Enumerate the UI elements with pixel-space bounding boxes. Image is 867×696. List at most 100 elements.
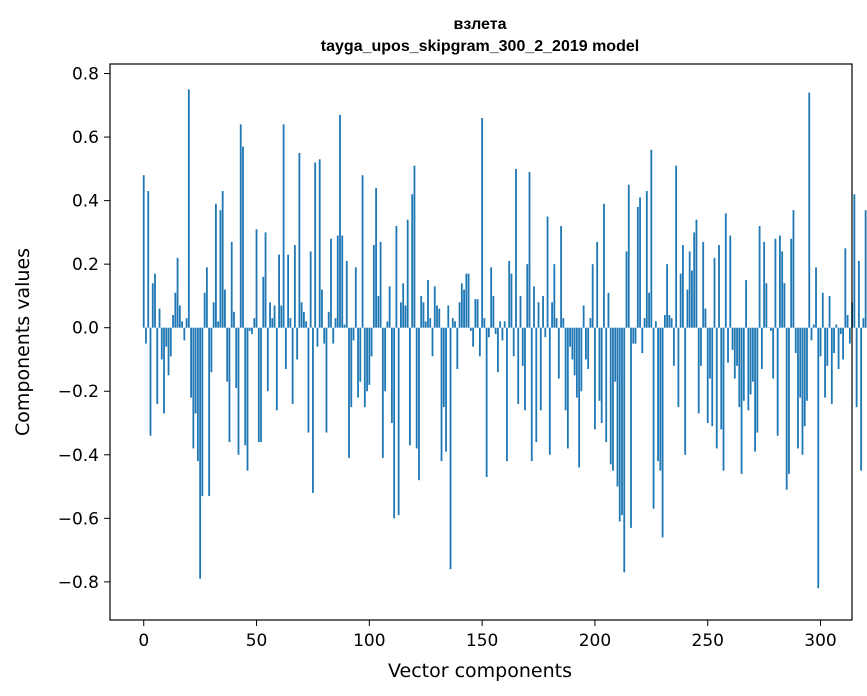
bar (334, 318, 337, 328)
bar (167, 327, 170, 376)
bar (672, 327, 675, 366)
y-tick-label: −0.4 (58, 446, 99, 466)
bar (711, 327, 714, 427)
bar (395, 226, 398, 328)
bar (409, 327, 411, 446)
bar (779, 235, 781, 328)
bar (420, 295, 423, 328)
bar (298, 152, 301, 328)
bar (323, 327, 326, 344)
bar (783, 283, 786, 328)
bar (742, 327, 745, 401)
bar (174, 292, 177, 328)
bar (826, 327, 829, 366)
bar (490, 267, 493, 328)
bar (772, 327, 775, 379)
bar (519, 295, 522, 328)
bar (163, 327, 165, 414)
bar (210, 327, 213, 373)
bar (327, 311, 330, 328)
bar (278, 254, 280, 328)
chart-title-line2: tayga_upos_skipgram_300_2_2019 model (321, 38, 639, 55)
bar (472, 327, 474, 347)
bar (594, 327, 596, 430)
bar (548, 327, 551, 455)
bar (402, 283, 405, 328)
bar (271, 318, 274, 328)
bar (598, 327, 601, 401)
bar (194, 327, 197, 414)
x-tick-label: 0 (138, 631, 149, 651)
bar (481, 118, 484, 328)
bar (228, 327, 231, 443)
bar (192, 327, 195, 449)
bar (645, 191, 648, 328)
bar (709, 327, 711, 379)
bar-series (142, 89, 867, 589)
bar (697, 327, 700, 414)
bar (363, 327, 366, 408)
bar (589, 318, 592, 328)
bar (833, 327, 835, 354)
bar (769, 327, 772, 331)
bar (447, 305, 450, 328)
bar (262, 276, 265, 328)
bar (275, 327, 278, 411)
bar (603, 203, 605, 328)
bar (596, 241, 599, 328)
bar (178, 305, 181, 328)
bar (693, 232, 696, 328)
bar (517, 327, 520, 404)
bar (242, 146, 244, 328)
bar (230, 241, 233, 328)
bar (368, 327, 371, 385)
bar (821, 292, 824, 328)
bar (341, 235, 344, 328)
bar (154, 273, 156, 328)
bar (246, 327, 249, 471)
bar (501, 327, 504, 341)
bar (569, 327, 572, 347)
x-tick-label: 150 (466, 631, 498, 651)
bar (806, 327, 808, 401)
bar (205, 267, 208, 328)
bar (169, 327, 172, 357)
bar (713, 257, 716, 328)
bar (309, 251, 312, 328)
bar (460, 283, 463, 328)
bar (731, 327, 734, 350)
bar (235, 327, 238, 389)
bar (650, 149, 653, 328)
bar (544, 327, 547, 338)
bar (720, 327, 723, 430)
x-tick-label: 50 (246, 631, 268, 651)
x-tick-label: 300 (804, 631, 836, 651)
bar (487, 327, 490, 338)
bar (754, 327, 756, 452)
bar (837, 327, 840, 369)
bar (400, 302, 402, 328)
bar (321, 289, 323, 328)
bar (158, 308, 161, 328)
bar (799, 327, 802, 398)
bar (190, 327, 192, 398)
bar (630, 327, 632, 528)
bar (679, 273, 682, 328)
bar (474, 299, 477, 328)
bar (801, 327, 804, 455)
bar (318, 159, 321, 328)
bar (578, 327, 581, 468)
bar (476, 299, 479, 328)
bar (521, 327, 524, 366)
bar (418, 327, 420, 481)
bar (560, 226, 562, 328)
bar (332, 327, 335, 344)
bar (215, 203, 217, 328)
bar (551, 302, 553, 328)
bar (618, 327, 621, 522)
bar (815, 267, 817, 328)
bar (616, 327, 619, 487)
bar (377, 295, 380, 328)
bar (366, 327, 368, 392)
bar (183, 327, 186, 341)
